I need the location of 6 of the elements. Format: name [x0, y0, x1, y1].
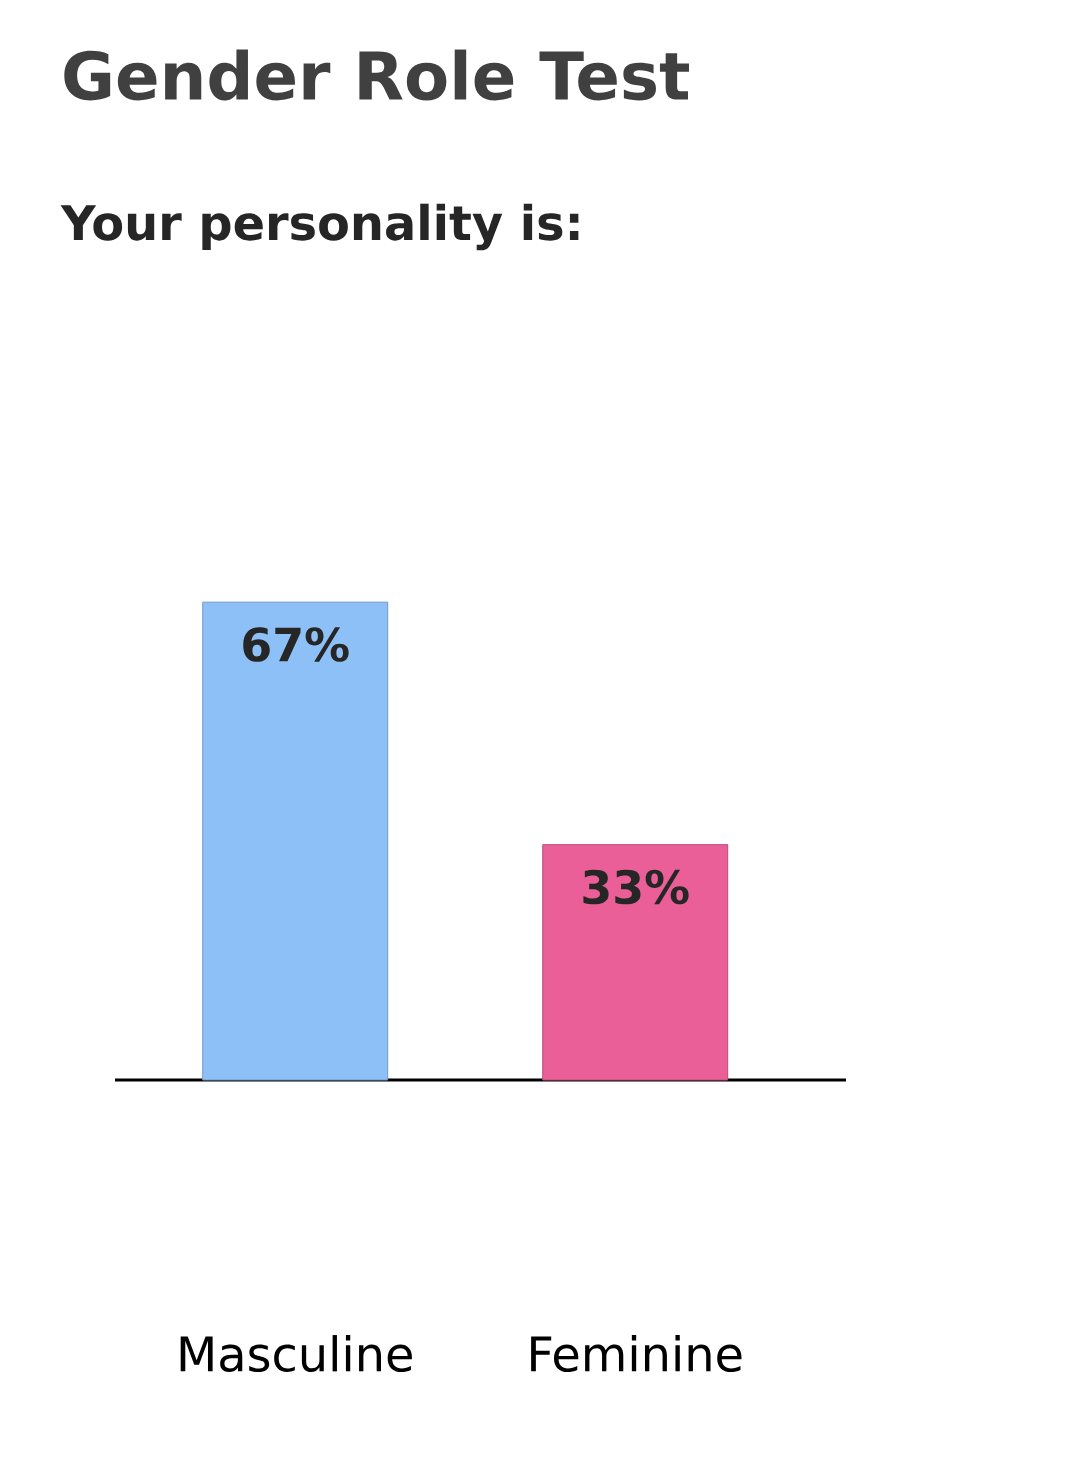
x-tick-label: Masculine — [180, 1335, 412, 1373]
x-tick-label: Feminine — [531, 1335, 742, 1373]
chart-subtitle: Your personality is: — [60, 203, 579, 251]
data-label: 33% — [583, 869, 689, 905]
data-label: 67% — [243, 627, 349, 662]
chart-title: Gender Role Test — [64, 49, 689, 101]
